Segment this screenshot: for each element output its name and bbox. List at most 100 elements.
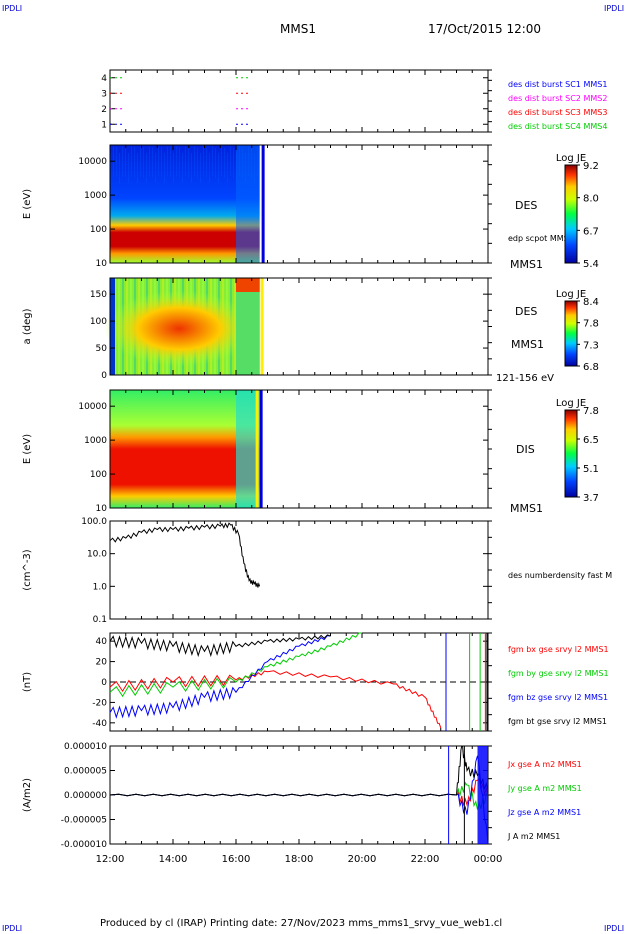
des-energy-ylabel: E (eV) [22, 189, 33, 219]
sc-legend-4: des dist burst SC4 MMS4 [508, 122, 607, 131]
des-energy-colorbar-label: 5.4 [583, 259, 599, 270]
sc-legend-3: des dist burst SC3 MMS3 [508, 108, 607, 117]
des-pitch-left-edge [110, 278, 115, 375]
density-y-tick-label: 100.0 [81, 517, 107, 527]
dis-energy-right-bottom: MMS1 [510, 502, 543, 515]
des-pitch-right-bottom: 121-156 eV [496, 373, 554, 384]
des-pitch-colorbar-label: 7.3 [583, 340, 599, 351]
time-tick-label: 14:00 [159, 854, 188, 865]
sc-legend-2: des dist burst SC2 MMS2 [508, 94, 607, 103]
density-legend: des numberdensity fast M [508, 571, 612, 580]
spectrogram-texture [233, 147, 234, 178]
des-energy-y-tick-label: 10000 [78, 157, 107, 167]
des-energy-colorbar-title: Log JE [556, 153, 586, 164]
spectrogram-texture [128, 152, 129, 183]
time-tick-label: 12:00 [96, 854, 125, 865]
footer-text: Produced by cl (IRAP) Printing date: 27/… [100, 918, 503, 929]
dis-energy-ylabel: E (eV) [22, 434, 33, 464]
spectrogram-texture [218, 152, 219, 183]
spectrogram-texture [182, 152, 183, 183]
spectrogram-texture [215, 147, 216, 178]
bfield-line-bt [109, 634, 331, 658]
sc-panel-frame [109, 69, 489, 133]
density-y-tick-label: 0.1 [93, 615, 107, 625]
spectrogram-texture [125, 147, 126, 178]
current-legend-3: Jz gse A m2 MMS1 [507, 808, 581, 817]
des-energy-colorbar-label: 6.7 [583, 226, 599, 237]
dis-energy-colorbar-label: 6.5 [583, 435, 599, 446]
spectrogram-texture [158, 146, 159, 177]
current-legend-1: Jx gse A m2 MMS1 [507, 760, 582, 769]
time-tick-label: 00:00 [474, 854, 503, 865]
des-pitch-y-tick-label: 50 [96, 344, 108, 354]
dis-energy-y-tick-label: 1000 [84, 436, 107, 446]
dis-energy-colorbar-label: 3.7 [583, 493, 599, 504]
spectrogram-texture [227, 152, 228, 183]
current-y-tick-label: -0.000010 [61, 840, 107, 850]
current-y-tick-label: 0.000000 [64, 791, 107, 801]
spectrogram-texture [113, 146, 114, 177]
des-energy-edge [261, 145, 265, 263]
des-pitch-y-tick-label: 100 [90, 317, 107, 327]
des-pitch-colorbar-label: 6.8 [583, 362, 599, 373]
spectrogram-texture [230, 146, 231, 177]
des-pitch-colorbar-title: Log JE [556, 289, 586, 300]
spectrogram-texture [149, 146, 150, 177]
corner-label-tl: IPDLI [2, 4, 23, 13]
corner-label-br: IPDLI [604, 924, 625, 933]
des-pitch-core [104, 290, 255, 367]
des-pitch-y-tick-label: 0 [101, 371, 107, 381]
dis-energy-colorbar-label: 5.1 [583, 464, 599, 475]
spectrogram-texture [224, 147, 225, 178]
dis-energy-y-tick-label: 10 [96, 504, 108, 514]
spectrogram-texture [170, 147, 171, 178]
des-energy-transition [236, 145, 260, 263]
bfield-y-tick-label: -40 [92, 719, 107, 729]
dis-energy-transition [236, 390, 260, 508]
time-tick-label: 18:00 [285, 854, 314, 865]
bfield-ylabel: (nT) [22, 672, 33, 692]
spectrogram-texture [200, 152, 201, 183]
density-line [109, 522, 261, 588]
spectrogram-texture [137, 152, 138, 183]
dis-energy-right-label: DIS [516, 443, 535, 456]
des-pitch-colorbar-label: 7.8 [583, 319, 599, 330]
bfield-legend-3: fgm bz gse srvy l2 MMS1 [508, 693, 608, 702]
des-pitch-edge [260, 278, 264, 375]
current-ylabel: (A/m2) [22, 778, 33, 812]
des-pitch-colorbar [564, 300, 578, 367]
bfield-line-by [109, 632, 362, 698]
spectrogram-texture [146, 152, 147, 183]
des-energy-y-tick-label: 100 [90, 225, 107, 235]
spectrogram-texture [155, 152, 156, 183]
spectrogram-texture [176, 146, 177, 177]
bfield-y-tick-label: -20 [92, 698, 107, 708]
density-ylabel: (cm^-3) [22, 549, 33, 590]
sc-y-tick-label: 3 [101, 89, 107, 99]
corner-label-tr: IPDLI [604, 4, 625, 13]
time-tick-label: 16:00 [222, 854, 251, 865]
density-y-tick-label: 1.0 [93, 582, 108, 592]
dis-energy-y-tick-label: 100 [90, 470, 107, 480]
current-legend-2: Jy gse A m2 MMS1 [507, 784, 582, 793]
bfield-y-tick-label: 20 [96, 658, 108, 668]
des-pitch-ylabel: a (deg) [22, 308, 33, 344]
current-y-tick-label: -0.000005 [61, 816, 107, 826]
des-pitch-colorbar-label: 8.4 [583, 297, 599, 308]
current-y-tick-label: 0.000005 [64, 767, 107, 777]
time-tick-label: 20:00 [348, 854, 377, 865]
dis-energy-colorbar-title: Log JE [556, 398, 586, 409]
spectrogram-texture [209, 152, 210, 183]
des-energy-right-bottom: MMS1 [510, 258, 543, 271]
spectrogram-texture [164, 152, 165, 183]
dis-energy-colorbar-label: 7.8 [583, 406, 599, 417]
des-pitch-y-tick-label: 150 [90, 290, 107, 300]
current-line-j [109, 745, 489, 797]
des-energy-right-label: DES [515, 199, 537, 212]
current-y-tick-label: 0.000010 [64, 742, 107, 752]
corner-label-bl: IPDLI [2, 924, 23, 933]
spectrogram-texture [191, 152, 192, 183]
current-line-jx [109, 777, 489, 807]
spectrogram-texture [185, 146, 186, 177]
